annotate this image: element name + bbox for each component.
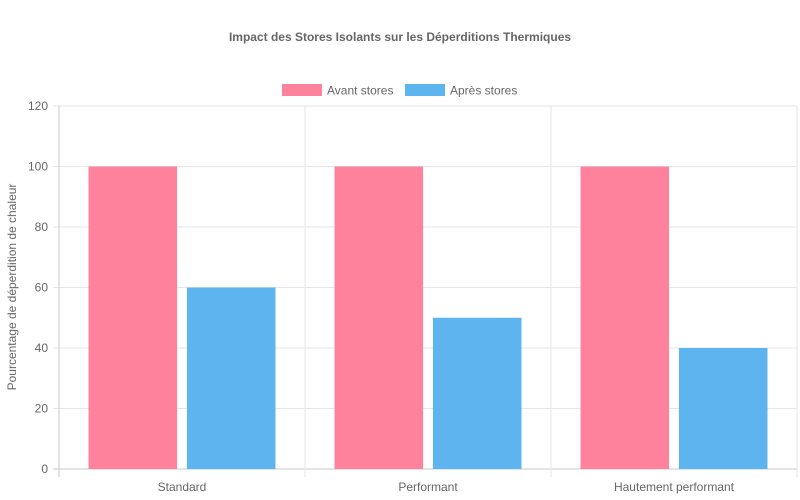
legend-label-avant-stores: Avant stores (327, 84, 393, 98)
y-axis-ticks: 0 20 40 60 80 100 120 (28, 99, 48, 476)
bar-avant-1 (334, 166, 424, 469)
legend-swatch-avant-stores (282, 84, 322, 96)
y-axis-title: Pourcentage de déperdition de chaleur (5, 184, 19, 391)
legend-label-apres-stores: Après stores (450, 84, 517, 98)
y-tick-label: 20 (35, 402, 49, 416)
y-tick-label: 40 (35, 341, 49, 355)
legend-swatch-apres-stores (405, 84, 445, 96)
bar-apres-0 (186, 287, 276, 469)
y-tick-label: 80 (35, 220, 49, 234)
chart-title: Impact des Stores Isolants sur les Déper… (229, 30, 571, 44)
bar-apres-2 (678, 348, 768, 469)
bar-apres-1 (432, 317, 522, 469)
y-tick-label: 0 (41, 462, 48, 476)
y-tick-label: 100 (28, 160, 48, 174)
legend: Avant stores Après stores (282, 84, 517, 98)
bar-avant-0 (88, 166, 178, 469)
bars (88, 166, 768, 469)
y-tick-label: 60 (35, 281, 49, 295)
x-tick-label: Hautement performant (614, 480, 735, 494)
bar-avant-2 (580, 166, 670, 469)
x-tick-label: Standard (158, 480, 207, 494)
x-tick-label: Performant (398, 480, 458, 494)
x-axis-ticks: Standard Performant Hautement performant (158, 480, 735, 494)
y-tick-label: 120 (28, 99, 48, 113)
